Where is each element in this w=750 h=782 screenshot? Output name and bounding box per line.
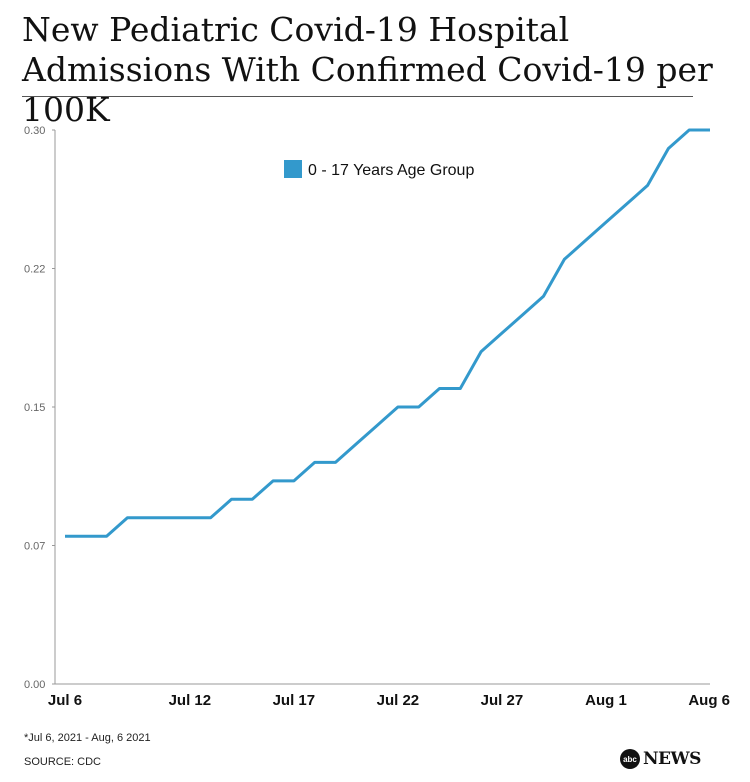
abc-news-logo: abc NEWS	[620, 748, 701, 770]
footnote: *Jul 6, 2021 - Aug, 6 2021	[24, 732, 151, 744]
x-tick-label: Aug 6	[688, 692, 730, 709]
x-tick-label: Jul 22	[377, 692, 420, 709]
abc-logo-circle: abc	[620, 749, 640, 769]
series-line	[65, 128, 710, 538]
y-tick-label: 0.22	[24, 264, 45, 276]
legend-swatch	[284, 160, 302, 178]
y-tick-label: 0.00	[24, 679, 45, 691]
news-wordmark: NEWS	[643, 749, 701, 769]
x-tick-label: Jul 6	[48, 692, 82, 709]
x-tick-label: Aug 1	[585, 692, 627, 709]
y-tick-label: 0.30	[24, 125, 45, 137]
x-tick-label: Jul 27	[481, 692, 524, 709]
chart-title: New Pediatric Covid-19 Hospital Admissio…	[22, 10, 713, 129]
title-divider	[22, 96, 693, 97]
x-tick-label: Jul 12	[169, 692, 212, 709]
y-tick-label: 0.15	[24, 402, 45, 414]
x-tick-label: Jul 17	[273, 692, 316, 709]
y-tick-label: 0.07	[24, 541, 45, 553]
legend-label: 0 - 17 Years Age Group	[308, 162, 474, 179]
source-note: SOURCE: CDC	[24, 756, 102, 768]
